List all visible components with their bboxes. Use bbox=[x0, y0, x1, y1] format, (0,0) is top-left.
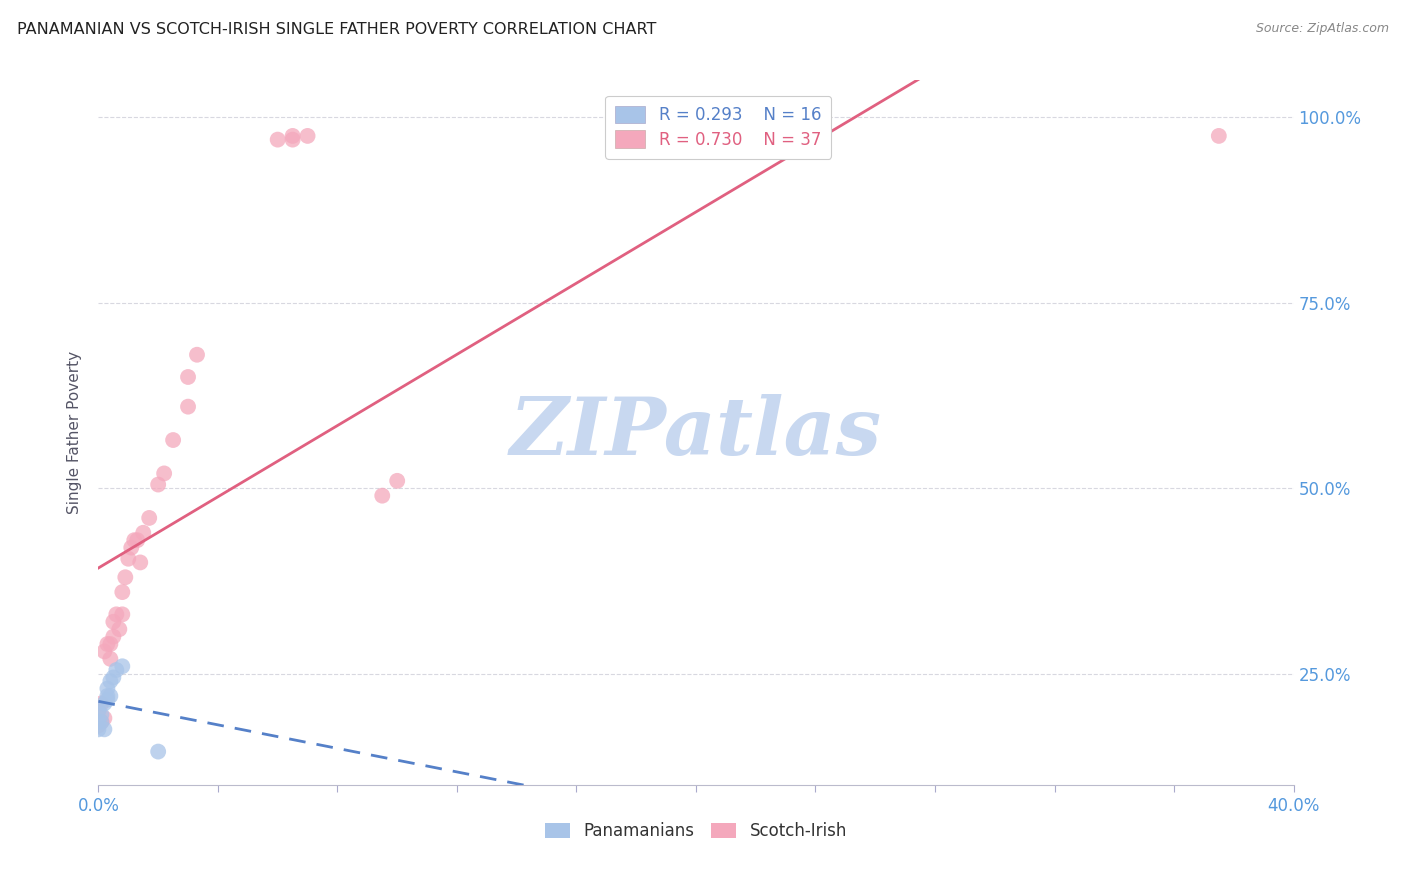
Text: ZIPatlas: ZIPatlas bbox=[510, 394, 882, 471]
Point bbox=[385, 474, 409, 488]
Point bbox=[153, 467, 176, 481]
Y-axis label: Single Father Poverty: Single Father Poverty bbox=[67, 351, 83, 514]
Point bbox=[148, 477, 170, 491]
Point bbox=[105, 607, 128, 622]
Point bbox=[108, 622, 131, 636]
Point bbox=[87, 714, 110, 729]
Point bbox=[87, 723, 110, 737]
Point bbox=[98, 674, 122, 689]
Point bbox=[103, 670, 125, 684]
Point bbox=[96, 692, 118, 706]
Point bbox=[87, 704, 110, 718]
Point bbox=[93, 697, 115, 711]
Point bbox=[87, 704, 110, 718]
Point bbox=[90, 714, 112, 729]
Point bbox=[93, 711, 115, 725]
Point bbox=[132, 525, 155, 540]
Point bbox=[96, 637, 118, 651]
Point bbox=[281, 133, 304, 147]
Point bbox=[120, 541, 142, 555]
Point bbox=[111, 659, 134, 673]
Point bbox=[114, 570, 136, 584]
Point bbox=[138, 511, 160, 525]
Point bbox=[87, 718, 110, 732]
Point bbox=[93, 644, 115, 658]
Point bbox=[177, 370, 200, 384]
Point bbox=[93, 723, 115, 737]
Point bbox=[297, 128, 319, 143]
Point bbox=[129, 556, 152, 570]
Point bbox=[177, 400, 200, 414]
Text: PANAMANIAN VS SCOTCH-IRISH SINGLE FATHER POVERTY CORRELATION CHART: PANAMANIAN VS SCOTCH-IRISH SINGLE FATHER… bbox=[17, 22, 657, 37]
Point bbox=[111, 607, 134, 622]
Point bbox=[117, 551, 139, 566]
Point bbox=[98, 637, 122, 651]
Point bbox=[267, 133, 290, 147]
Legend: Panamanians, Scotch-Irish: Panamanians, Scotch-Irish bbox=[538, 816, 853, 847]
Point bbox=[90, 707, 112, 722]
Point bbox=[103, 615, 125, 629]
Point bbox=[96, 689, 118, 703]
Point bbox=[98, 652, 122, 666]
Point bbox=[124, 533, 146, 548]
Point bbox=[105, 663, 128, 677]
Point bbox=[127, 533, 149, 548]
Text: Source: ZipAtlas.com: Source: ZipAtlas.com bbox=[1256, 22, 1389, 36]
Point bbox=[103, 630, 125, 644]
Point bbox=[98, 689, 122, 703]
Point bbox=[281, 128, 304, 143]
Point bbox=[162, 433, 184, 447]
Point bbox=[148, 745, 170, 759]
Point bbox=[96, 681, 118, 696]
Point bbox=[90, 714, 112, 729]
Point bbox=[90, 697, 112, 711]
Point bbox=[111, 585, 134, 599]
Point bbox=[1208, 128, 1230, 143]
Point bbox=[186, 348, 208, 362]
Point bbox=[371, 489, 394, 503]
Point bbox=[714, 128, 737, 143]
